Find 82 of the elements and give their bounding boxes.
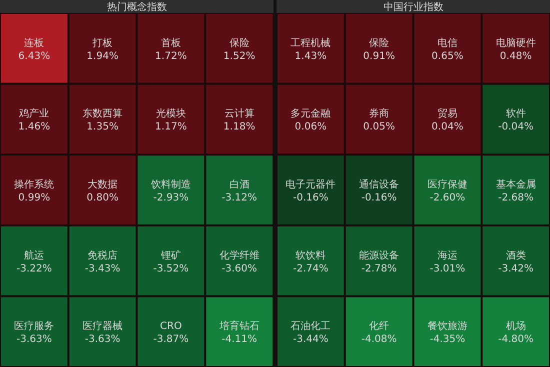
data-label: 0.80% (86, 192, 118, 204)
data-label: 0.91% (363, 50, 395, 62)
data-label: 0.48% (500, 50, 532, 62)
category-label: 化纤 (369, 320, 390, 332)
category-label: 大数据 (88, 178, 118, 190)
category-label: 能源设备 (359, 249, 400, 262)
category-label: 电脑硬件 (496, 36, 536, 49)
category-label: 培育钻石 (218, 320, 260, 332)
data-label: -3.60% (222, 263, 258, 274)
data-label: -4.80% (498, 334, 534, 346)
data-label: -3.63% (84, 334, 120, 346)
data-label: 1.52% (223, 50, 256, 62)
data-label: -3.42% (498, 263, 534, 274)
data-label: -2.78% (361, 263, 397, 274)
data-label: -2.60% (430, 192, 466, 204)
category-label: 电子元器件 (286, 178, 336, 190)
category-label: 多元金融 (290, 108, 331, 120)
category-label: 航运 (24, 249, 44, 262)
data-label: -4.11% (222, 334, 258, 346)
category-label: 免税店 (88, 249, 118, 262)
category-label: 贸易 (437, 108, 458, 120)
category-label: 软饮料 (296, 249, 326, 262)
data-label: 0.65% (432, 50, 464, 62)
data-label: 0.04% (432, 122, 464, 133)
category-label: 机场 (506, 320, 526, 332)
category-label: 石油化工 (290, 320, 331, 332)
category-label: 东数西算 (82, 108, 123, 120)
category-label: 饮料制造 (150, 178, 191, 190)
category-label: 海运 (437, 249, 458, 262)
data-label: 1.43% (294, 50, 327, 62)
category-label: 打板 (92, 36, 113, 49)
category-label: 保险 (369, 36, 390, 49)
data-label: -3.52% (153, 263, 189, 274)
category-label: 餐饮旅游 (427, 320, 468, 332)
category-label: CRO (160, 321, 182, 332)
category-label: 基本金属 (496, 178, 536, 190)
category-label: 白酒 (229, 178, 250, 190)
data-label: 1.46% (18, 122, 50, 133)
data-label: -3.01% (430, 263, 466, 274)
category-label: 酒类 (506, 249, 526, 262)
data-label: -3.44% (292, 334, 328, 346)
data-label: 1.35% (86, 122, 118, 133)
data-label: 1.17% (155, 122, 187, 133)
category-label: 首板 (160, 36, 181, 49)
data-label: 1.94% (86, 50, 118, 62)
category-label: 连板 (24, 36, 44, 49)
data-label: -3.43% (84, 263, 120, 274)
category-label: 电信 (437, 36, 458, 49)
category-label: 医疗服务 (14, 320, 54, 332)
data-label: 1.18% (223, 122, 256, 133)
data-label: 0.99% (18, 192, 50, 204)
data-label: -3.12% (222, 192, 258, 204)
data-label: 0.05% (363, 122, 395, 133)
data-label: -4.08% (361, 334, 397, 346)
data-label: 1.72% (155, 50, 187, 62)
category-label: 光模块 (156, 108, 186, 120)
data-label: -0.04% (498, 122, 534, 133)
data-label: -4.35% (430, 334, 466, 346)
data-label: -0.16% (361, 192, 397, 204)
data-label: -3.63% (16, 334, 52, 346)
category-label: 通信设备 (359, 178, 400, 190)
category-label: 鸡产业 (18, 108, 50, 120)
data-label: 6.43% (18, 50, 50, 62)
data-label: -2.93% (153, 192, 189, 204)
category-label: 券商 (369, 108, 390, 120)
category-label: 软件 (506, 108, 526, 120)
category-label: 工程机械 (290, 36, 331, 49)
data-label: 0.06% (294, 122, 327, 133)
category-label: 锂矿 (160, 249, 181, 262)
category-label: 保险 (229, 36, 250, 49)
category-label: 云计算 (224, 108, 254, 120)
data-label: -0.16% (292, 192, 328, 204)
category-label: 操作系统 (14, 178, 54, 190)
text: 中国行业指数 (383, 1, 444, 13)
data-label: -2.68% (498, 192, 534, 204)
category-label: 化学纤维 (219, 249, 260, 262)
category-label: 医疗器械 (82, 320, 123, 332)
data-label: -3.22% (16, 263, 52, 274)
text: 热门概念指数 (106, 1, 167, 13)
data-label: -2.74% (292, 263, 328, 274)
data-label: -3.87% (153, 334, 189, 346)
category-label: 医疗保健 (427, 178, 468, 190)
